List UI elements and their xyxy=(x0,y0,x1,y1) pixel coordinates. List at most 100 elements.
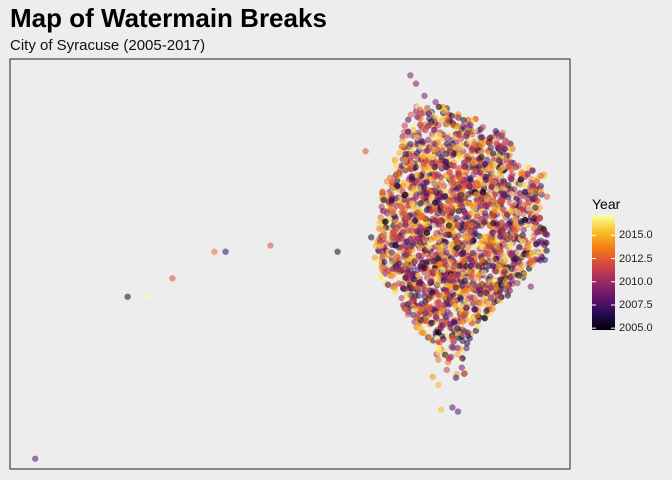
break-point xyxy=(435,103,443,111)
break-point xyxy=(442,158,449,166)
break-point xyxy=(506,233,514,241)
break-point xyxy=(543,247,550,254)
break-point xyxy=(507,145,514,152)
break-point xyxy=(427,207,435,215)
break-point xyxy=(448,343,455,351)
break-point xyxy=(398,143,406,150)
legend-tick-label: 2005.0 xyxy=(619,322,653,335)
break-point xyxy=(505,283,512,290)
break-point xyxy=(401,305,409,313)
break-point xyxy=(403,291,410,299)
break-point xyxy=(469,203,477,210)
break-point xyxy=(528,179,535,186)
break-point xyxy=(467,121,474,129)
break-point xyxy=(404,311,412,318)
break-point xyxy=(414,284,422,292)
break-point xyxy=(516,244,523,251)
break-point xyxy=(501,181,508,188)
break-point xyxy=(418,300,426,307)
break-point xyxy=(407,72,414,79)
break-point xyxy=(438,307,446,314)
break-point xyxy=(458,192,465,199)
break-point xyxy=(452,144,460,152)
break-point xyxy=(454,351,461,358)
break-point xyxy=(459,355,466,362)
break-point xyxy=(435,237,442,244)
break-point xyxy=(424,220,431,228)
break-point xyxy=(507,241,514,248)
break-point xyxy=(407,161,415,169)
break-point xyxy=(377,237,384,245)
break-point xyxy=(410,296,418,304)
break-point xyxy=(384,281,392,289)
break-point xyxy=(428,319,436,327)
break-point xyxy=(379,188,386,196)
break-point xyxy=(500,190,507,197)
break-point xyxy=(445,214,453,221)
break-point xyxy=(389,209,397,216)
break-point xyxy=(445,222,453,229)
break-point xyxy=(391,284,399,292)
break-point xyxy=(435,381,442,389)
break-point xyxy=(460,163,468,170)
break-point xyxy=(481,209,489,217)
break-point xyxy=(441,107,448,114)
break-point xyxy=(388,249,396,256)
break-point xyxy=(475,271,482,279)
break-point xyxy=(487,144,495,151)
break-point xyxy=(429,251,436,259)
break-point xyxy=(437,216,444,224)
break-point xyxy=(438,117,445,124)
break-point xyxy=(486,134,494,142)
break-point xyxy=(468,147,476,154)
break-point xyxy=(427,277,434,285)
break-point xyxy=(453,113,461,120)
break-point xyxy=(414,266,421,274)
break-point xyxy=(413,113,421,120)
break-point xyxy=(542,230,550,237)
break-point xyxy=(495,157,503,164)
break-point xyxy=(392,242,399,249)
break-point xyxy=(388,197,396,204)
break-point xyxy=(507,207,515,215)
break-point xyxy=(478,236,486,243)
break-point xyxy=(396,149,403,157)
break-point xyxy=(392,266,400,273)
break-point xyxy=(528,250,536,257)
break-point xyxy=(531,187,538,194)
break-point xyxy=(461,277,469,285)
break-point xyxy=(408,242,415,250)
break-point xyxy=(421,317,429,324)
break-point xyxy=(462,290,469,298)
break-point xyxy=(455,131,462,139)
break-point xyxy=(507,251,515,258)
break-point xyxy=(487,294,495,302)
break-point xyxy=(412,80,420,87)
break-point xyxy=(434,280,441,287)
break-point xyxy=(534,228,542,236)
break-point xyxy=(432,313,440,321)
break-point xyxy=(472,115,479,123)
break-point xyxy=(375,258,383,266)
break-point xyxy=(425,121,433,129)
break-point xyxy=(417,324,424,332)
break-point xyxy=(463,344,470,352)
break-point xyxy=(466,335,473,342)
break-point xyxy=(482,173,490,181)
break-point xyxy=(493,185,500,193)
break-point xyxy=(481,314,488,322)
break-point xyxy=(433,112,441,120)
break-point xyxy=(435,356,442,363)
break-point xyxy=(472,298,480,305)
break-point xyxy=(432,146,440,153)
break-point xyxy=(532,241,540,248)
break-point xyxy=(523,163,531,170)
break-point xyxy=(404,301,412,308)
break-point xyxy=(421,92,428,100)
break-point xyxy=(474,311,481,319)
break-point xyxy=(472,282,479,290)
break-point xyxy=(423,258,430,266)
break-point xyxy=(519,238,527,246)
break-point xyxy=(464,129,471,137)
break-point xyxy=(386,174,394,182)
